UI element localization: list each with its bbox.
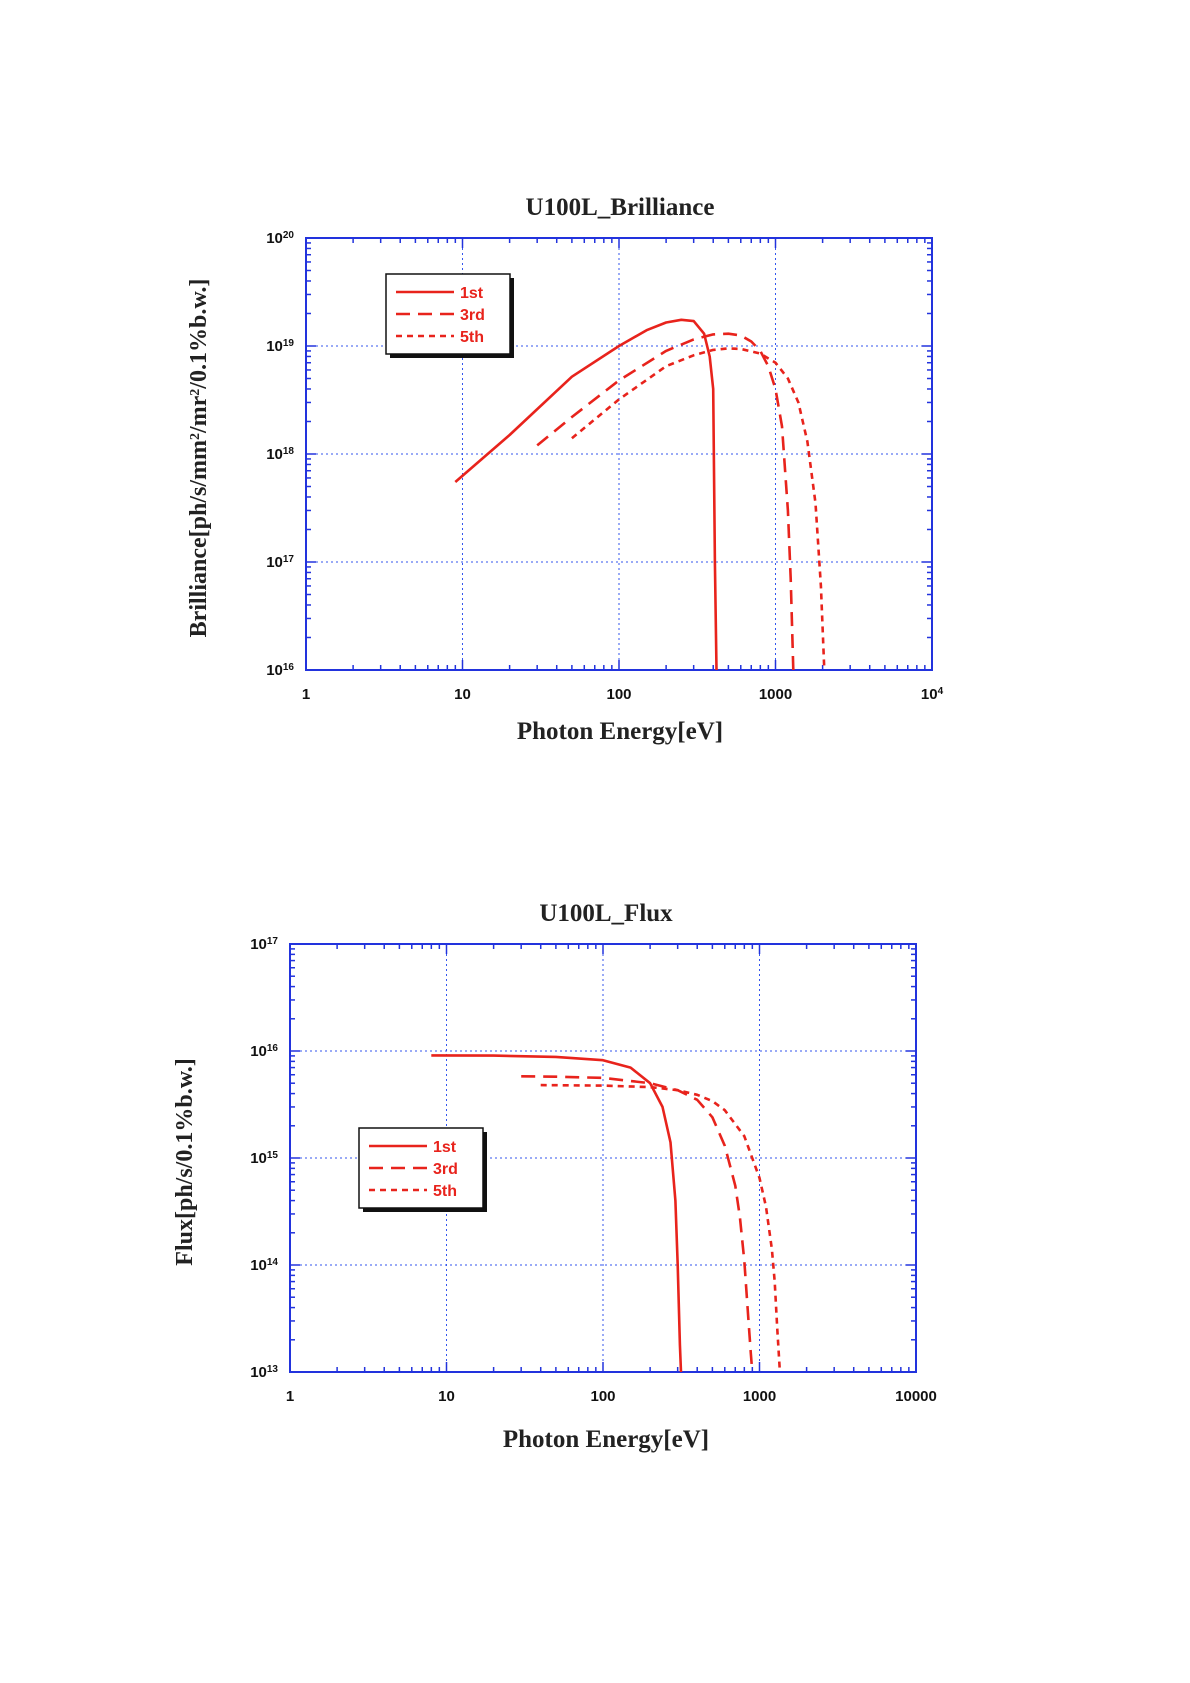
brilliance-chart: U100L_Brilliance Photon Energy[eV] Brill…	[186, 194, 944, 745]
legend-label: 5th	[433, 1183, 457, 1200]
legend-label: 3rd	[433, 1161, 458, 1178]
x-axis-label: Photon Energy[eV]	[503, 1426, 709, 1453]
x-axis-label: Photon Energy[eV]	[517, 718, 723, 745]
series-line-5th	[571, 347, 826, 670]
x-tick-label: 10	[438, 1388, 455, 1405]
y-tick-label: 1017	[250, 936, 278, 954]
series-line-3rd	[536, 332, 795, 670]
series-line-3rd	[521, 1075, 754, 1372]
y-tick-label: 1018	[266, 446, 294, 464]
chart-title: U100L_Brilliance	[526, 194, 715, 221]
y-axis-label: Flux[ph/s/0.1%b.w.]	[172, 1058, 198, 1265]
legend-label: 5th	[460, 329, 484, 346]
plot-frame	[289, 943, 917, 1373]
flux-chart: U100L_Flux Photon Energy[eV] Flux[ph/s/0…	[172, 900, 937, 1453]
y-tick-label: 1016	[266, 662, 294, 680]
x-tick-label: 1000	[743, 1388, 776, 1405]
legend: 1st 3rd 5th	[385, 273, 514, 358]
y-tick-label: 1019	[266, 338, 294, 356]
plot-frame	[305, 237, 933, 671]
y-tick-label: 1014	[250, 1257, 278, 1275]
x-tick-label: 1000	[759, 686, 792, 703]
x-tick-label: 100	[606, 686, 631, 703]
y-tick-label: 1020	[266, 230, 294, 248]
legend-label: 1st	[460, 285, 484, 302]
x-tick-label: 104	[921, 686, 944, 704]
y-tick-label: 1017	[266, 554, 294, 572]
x-tick-label: 1	[302, 686, 310, 703]
x-tick-label: 1	[286, 1388, 294, 1405]
x-tick-label: 10000	[895, 1388, 937, 1405]
x-tick-label: 100	[590, 1388, 615, 1405]
legend-label: 3rd	[460, 307, 485, 324]
y-axis-label: Brilliance[ph/s/mm2/mr2/0.1%b.w.]	[186, 279, 212, 638]
y-tick-label: 1013	[250, 1364, 278, 1382]
legend-label: 1st	[433, 1139, 457, 1156]
x-tick-label: 10	[454, 686, 471, 703]
series-line-1st	[431, 1054, 683, 1372]
series-line-1st	[454, 318, 718, 670]
series-line-5th	[540, 1083, 782, 1372]
y-tick-label: 1015	[250, 1150, 278, 1168]
y-tick-label: 1016	[250, 1043, 278, 1061]
legend: 1st 3rd 5th	[358, 1127, 487, 1212]
chart-title: U100L_Flux	[539, 900, 673, 927]
